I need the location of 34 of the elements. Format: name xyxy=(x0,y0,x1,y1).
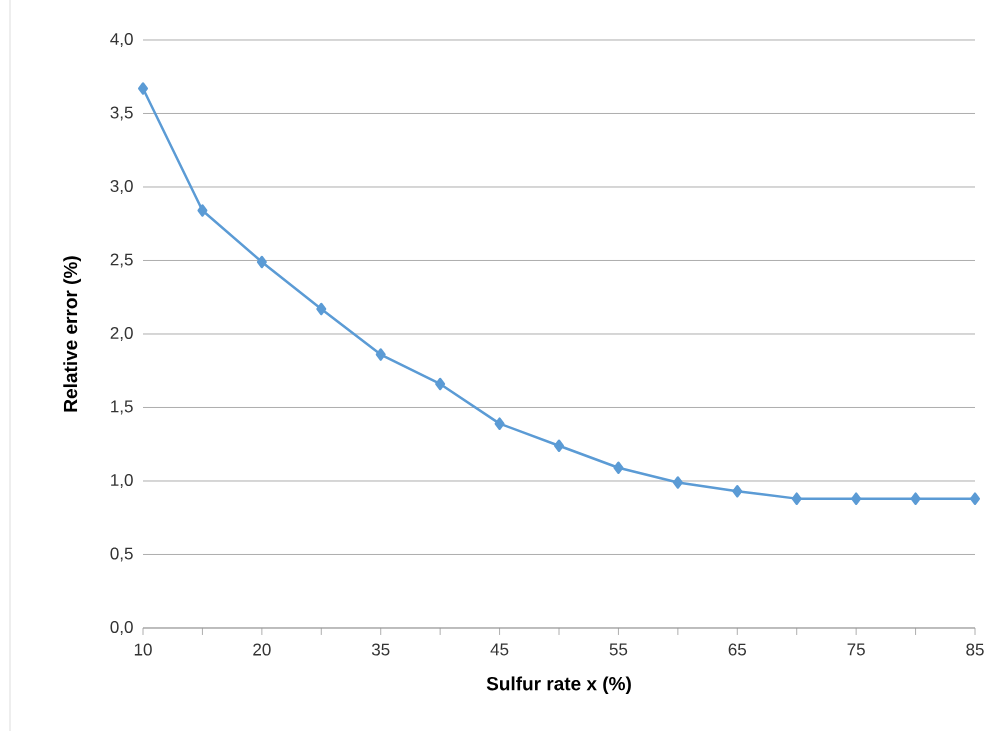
point xyxy=(672,476,683,489)
x-tick-label: 20 xyxy=(253,643,271,656)
y-tick-label: 1,5 xyxy=(111,400,133,415)
point xyxy=(256,255,267,269)
y-axis-title: Relative error (%) xyxy=(63,256,81,412)
point xyxy=(732,485,743,498)
point xyxy=(791,492,802,505)
y-tick-label: 0,5 xyxy=(110,547,133,562)
y-tick-label: 2,5 xyxy=(110,253,133,268)
x-tick-label: 10 xyxy=(134,643,152,656)
y-tick-label: 1,0 xyxy=(111,473,133,489)
x-tick-label: 65 xyxy=(728,643,747,656)
y-tick-label: 4,0 xyxy=(110,32,133,48)
x-tick-label: 45 xyxy=(490,643,509,656)
point xyxy=(375,348,386,361)
y-tick-label: 2,0 xyxy=(110,326,133,342)
x-tick-label: 85 xyxy=(966,643,984,656)
y-tick-label: 0,0 xyxy=(110,620,133,636)
point xyxy=(435,377,446,391)
y-tick-label: 3,5 xyxy=(110,106,133,121)
point xyxy=(613,461,624,475)
x-axis-title: Sulfur rate x (%) xyxy=(486,676,631,695)
x-tick-label: 55 xyxy=(609,643,628,656)
point xyxy=(554,439,564,452)
x-tick-label: 75 xyxy=(847,643,865,656)
point xyxy=(851,492,862,505)
point xyxy=(197,204,208,217)
y-tick-label: 3,0 xyxy=(110,179,133,195)
point xyxy=(138,82,149,95)
x-tick-label: 35 xyxy=(371,643,390,656)
point xyxy=(910,492,921,505)
point xyxy=(970,492,980,505)
point xyxy=(316,302,327,316)
point xyxy=(494,417,505,430)
